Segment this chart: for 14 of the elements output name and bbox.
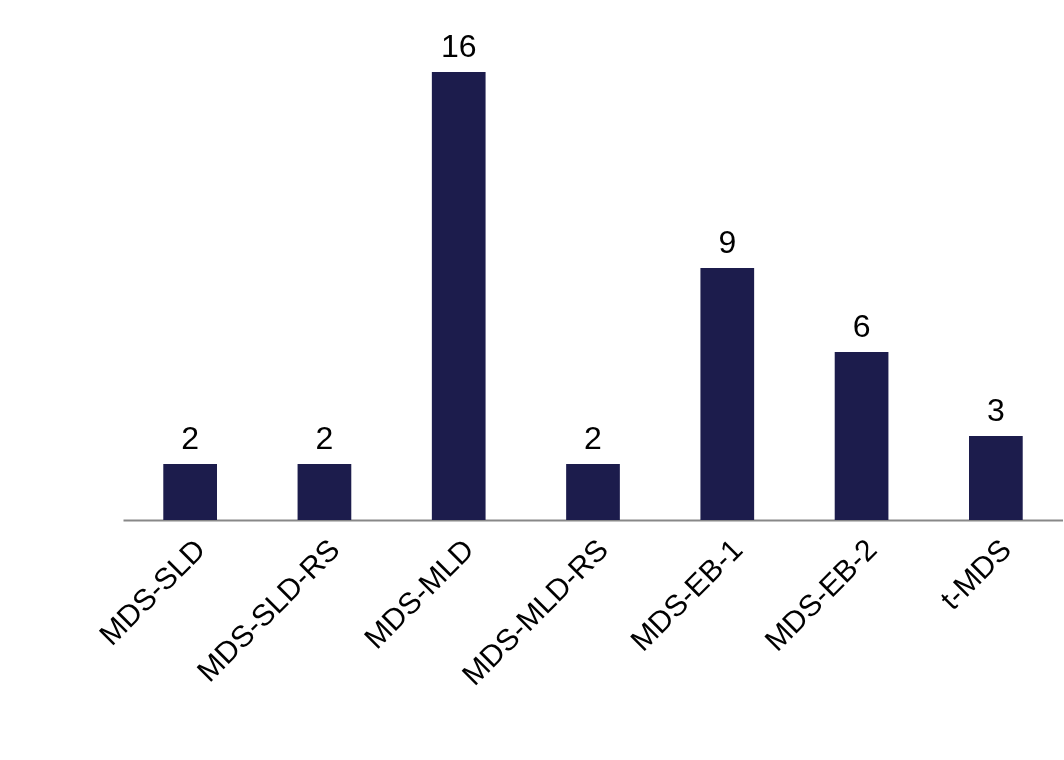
bar: [834, 352, 889, 520]
bar: [163, 464, 217, 520]
data-label: 9: [718, 224, 737, 260]
bar: [566, 464, 620, 520]
data-label: 2: [315, 420, 334, 456]
bar: [700, 268, 755, 520]
data-label: 2: [181, 420, 200, 456]
data-label: 6: [852, 308, 871, 344]
data-label: 3: [986, 392, 1005, 428]
bar: [431, 72, 486, 520]
data-label: 2: [584, 420, 602, 456]
data-label: 16: [440, 28, 477, 64]
bar: [297, 464, 352, 520]
bar: [969, 436, 1023, 520]
